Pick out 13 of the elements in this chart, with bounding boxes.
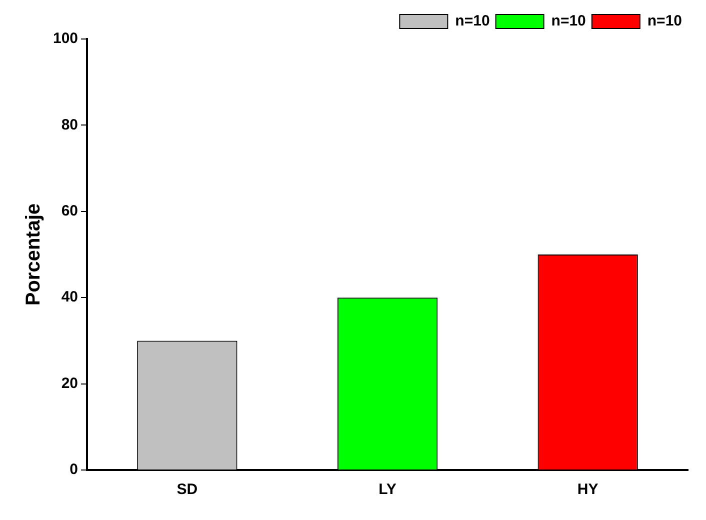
- y-tick-label: 100: [52, 30, 78, 48]
- y-tick-label: 40: [61, 288, 78, 306]
- x-tick-label: LY: [378, 481, 396, 498]
- legend-label: n=10: [551, 12, 586, 30]
- legend-label: n=10: [455, 12, 490, 30]
- y-tick-label: 0: [70, 461, 78, 478]
- y-axis-title: Porcentaje: [22, 203, 45, 306]
- x-tick-label: HY: [577, 481, 598, 498]
- y-tick-label: 80: [61, 116, 78, 134]
- y-tick-label: 20: [61, 374, 78, 392]
- x-tick-label: SD: [176, 481, 198, 498]
- legend-label: n=10: [647, 12, 682, 30]
- y-tick-label: 60: [61, 202, 78, 220]
